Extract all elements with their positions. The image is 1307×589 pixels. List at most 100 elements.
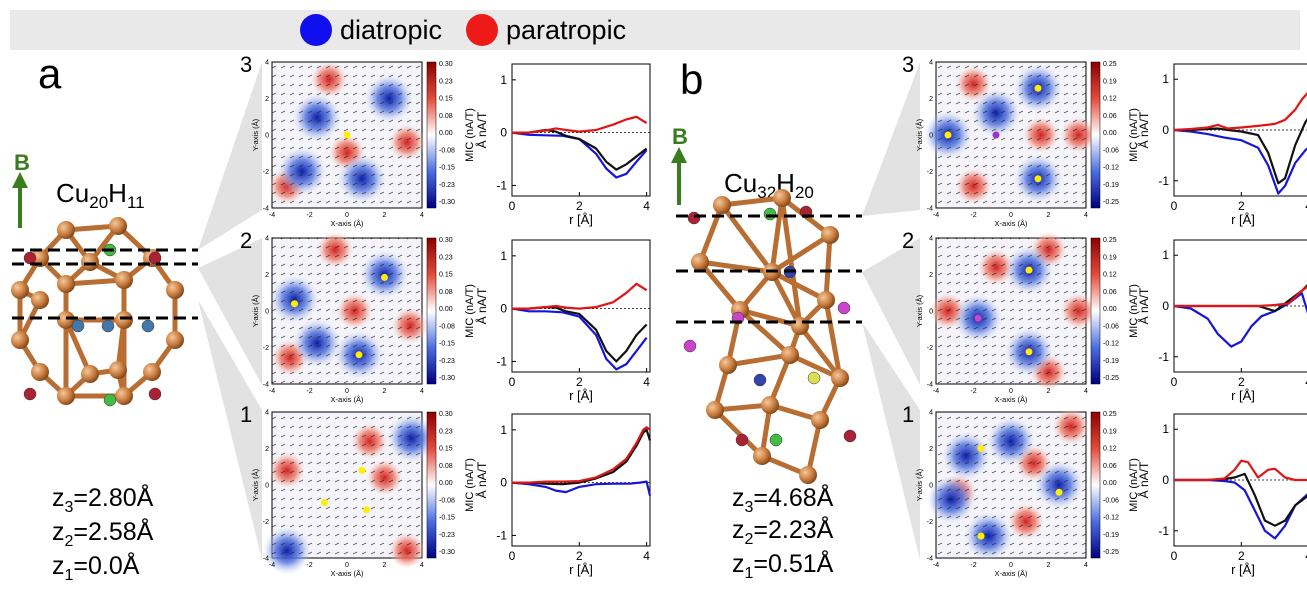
colorbar	[426, 237, 437, 385]
h-atom	[735, 433, 749, 447]
colorbar	[1090, 411, 1101, 559]
atom-position	[944, 131, 952, 139]
cu-bond	[797, 323, 843, 381]
y-tick-label: -1	[1158, 524, 1169, 538]
h-atom	[148, 387, 162, 401]
cu-bond	[712, 402, 773, 413]
colorbar-tick-label: -0.30	[439, 375, 455, 382]
x-tick-label: -2	[970, 212, 976, 219]
y-axis-label: Y-axis (Å)	[251, 294, 260, 327]
x-tick-label: 2	[1238, 549, 1245, 563]
cu-atom	[57, 387, 75, 405]
x-axis-label: r [Å]	[1231, 562, 1255, 577]
series-line	[511, 131, 648, 179]
cu-atom	[753, 447, 771, 465]
x-axis-label: r [Å]	[569, 562, 593, 577]
x-axis-label: r [Å]	[569, 388, 593, 403]
atom-position	[977, 532, 985, 540]
colorbar-tick-label: 0.15	[439, 446, 453, 453]
colorbar-tick-label: -0.23	[439, 182, 455, 189]
cu-atom	[831, 369, 849, 387]
atom-position	[1025, 266, 1033, 274]
panel-b-z1: z1=0.51Å	[732, 550, 833, 583]
h-atom	[763, 207, 777, 221]
z2-idx: 2	[744, 531, 754, 548]
series-line	[512, 428, 652, 486]
atom-position	[355, 351, 363, 359]
cu-atom	[791, 317, 809, 335]
colorbar-label: MIC (nA/T)	[464, 284, 476, 338]
current-vectors	[936, 412, 1086, 558]
y-tick-label: -4	[927, 556, 933, 563]
x-tick-label: 4	[1084, 212, 1088, 219]
colorbar-tick-label: 0.23	[439, 428, 453, 435]
x-tick-label: -2	[306, 212, 312, 219]
colorbar-tick-label: 0.15	[439, 96, 453, 103]
integrated-current-charts: 0 2 410-1r [Å]Å nA/T0 2 410-1r [Å]Å nA/T0 2 41…	[474, 63, 1307, 577]
colorbar-tick-label: 0.30	[439, 237, 453, 244]
z2-sym: z	[52, 518, 65, 546]
x-tick-label: 2	[383, 212, 387, 219]
x-tick-label: 0	[509, 549, 516, 563]
y-axis-label: Y-axis (Å)	[915, 294, 924, 327]
y-tick-label: 0	[265, 133, 269, 140]
colorbar-tick-label: -0.06	[1103, 147, 1119, 154]
y-axis-label: Å nA/T	[474, 461, 489, 498]
series-line	[512, 426, 651, 484]
x-tick-label: -4	[269, 562, 275, 569]
y-tick-label: 0	[500, 126, 507, 140]
x-axis-label: X-axis (Å)	[331, 569, 364, 578]
h-atom	[101, 319, 115, 333]
cu-atom	[81, 365, 99, 383]
mic-map: -4-4 -2 -2 0 0 2 2 4 4 X-axis (Å) Y-axis (Å) 0.25 0.…	[915, 231, 1140, 404]
colorbar	[1090, 237, 1101, 385]
cu-atom	[799, 466, 817, 484]
panel-a-row-2-num: 2	[240, 228, 253, 253]
x-tick-label: 0	[345, 212, 349, 219]
y-axis-label: Å nA/T	[474, 287, 489, 324]
colorbar-tick-label: 0.12	[1103, 272, 1117, 279]
colorbar-tick-label: -0.08	[439, 323, 455, 330]
x-tick-label: 4	[1305, 199, 1307, 213]
diatropic-swatch	[300, 14, 332, 46]
series-line	[511, 480, 652, 497]
cu-bond	[769, 195, 785, 275]
panel-b-row-2-num: 2	[902, 228, 915, 253]
x-tick-label: 0	[1009, 212, 1013, 219]
x-tick-label: 4	[1084, 562, 1088, 569]
colorbar-tick-label: -0.12	[1103, 515, 1119, 522]
atom-position	[1034, 84, 1042, 92]
paratropic-swatch	[466, 14, 498, 46]
colorbar	[426, 411, 437, 559]
y-tick-label: 0	[500, 476, 507, 490]
x-axis-label: X-axis (Å)	[331, 395, 364, 404]
y-tick-label: 0	[929, 133, 933, 140]
colorbar-tick-label: -0.08	[439, 147, 455, 154]
x-tick-label: 2	[576, 549, 583, 563]
cu-atom	[821, 226, 839, 244]
z2-val: =2.23Å	[753, 516, 834, 544]
z1-val: =0.51Å	[753, 550, 834, 578]
colorbar-tick-label: -0.25	[1103, 375, 1119, 382]
cu-atom	[109, 361, 127, 379]
cu-atom	[57, 311, 75, 329]
x-tick-label: 0	[1009, 388, 1013, 395]
z2-sym: z	[732, 516, 745, 544]
x-tick-label: 2	[383, 388, 387, 395]
series-line	[1173, 92, 1307, 132]
atom-position	[1034, 175, 1042, 183]
colorbar-tick-label: 0.25	[1103, 237, 1117, 244]
slice-lines	[12, 214, 862, 324]
y-tick-label: 1	[500, 249, 507, 263]
colorbar-tick-label: -0.06	[1103, 497, 1119, 504]
colorbar-tick-label: -0.06	[1103, 323, 1119, 330]
z2-idx: 2	[64, 533, 74, 550]
colorbar-tick-label: 0.00	[1103, 306, 1117, 313]
y-axis-label: Y-axis (Å)	[251, 468, 260, 501]
z3-idx: 3	[64, 499, 74, 516]
atom-position	[381, 273, 388, 281]
cu-bond	[725, 352, 793, 368]
z3-val: =4.68Å	[753, 484, 834, 512]
y-tick-label: 4	[265, 60, 269, 67]
